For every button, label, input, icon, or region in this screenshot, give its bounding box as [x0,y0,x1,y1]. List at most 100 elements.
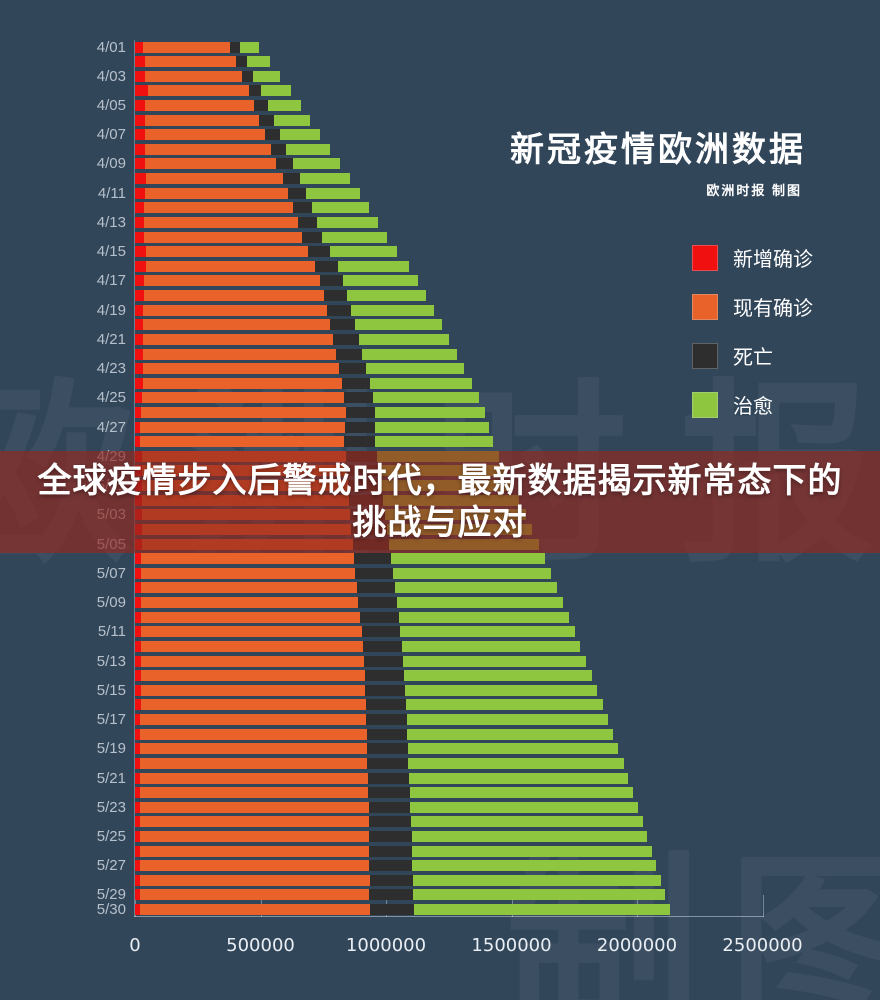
date-label: 4/21 [96,330,126,348]
segment-cured [372,392,479,404]
segment-active [144,99,254,111]
segment-new [135,377,143,389]
segment-cured [362,348,457,360]
segment-active [139,845,370,857]
segment-deaths [368,801,411,813]
segment-active [147,85,249,97]
segment-new [135,860,140,872]
segment-active [142,363,340,375]
segment-deaths [230,41,241,53]
segment-deaths [367,772,410,784]
bar-row [135,85,291,97]
segment-deaths [369,830,412,842]
segment-cured [406,714,608,726]
segment-active [141,553,354,565]
segment-new [135,889,140,901]
bar-row [135,260,409,272]
segment-deaths [259,114,274,126]
legend-label-active: 现有确诊 [733,298,813,320]
segment-cured [413,889,666,901]
segment-new [135,699,141,711]
segment-cured [375,407,485,418]
segment-new [135,553,142,565]
bar-row [135,158,340,170]
segment-deaths [353,553,391,565]
segment-new [135,56,146,68]
legend: 新增确诊 现有确诊 死亡 治愈 [692,243,813,439]
segment-new [135,670,141,682]
segment-active [143,41,231,53]
segment-active [139,860,370,872]
segment-deaths [302,231,323,243]
legend-item-new: 新增确诊 [692,243,813,272]
legend-swatch-new [692,244,718,271]
segment-active [144,129,265,141]
segment-deaths [236,56,247,68]
segment-new [135,757,141,769]
bar-row [135,436,493,448]
segment-deaths [248,85,262,97]
bar-row [135,874,661,886]
date-label: 4/11 [97,184,126,202]
segment-deaths [341,377,370,389]
bar-row [135,319,442,331]
segment-cured [347,290,427,302]
segment-cured [411,845,652,857]
segment-deaths [276,158,293,170]
segment-new [135,830,140,842]
segment-active [143,231,303,243]
bar-row [135,670,592,682]
date-label: 4/09 [96,155,126,173]
x-tick-label: 2000000 [596,935,678,956]
segment-cured [299,173,351,185]
date-label: 5/29 [96,886,126,904]
segment-new [135,684,141,696]
bar-row [135,56,270,68]
segment-new [135,85,148,97]
segment-active [144,275,320,287]
segment-deaths [364,655,404,667]
bar-row [135,333,450,345]
segment-new [135,714,141,726]
segment-cured [411,830,648,842]
segment-deaths [336,348,363,360]
bar-row [135,582,557,594]
segment-deaths [330,319,356,331]
date-label: 4/15 [96,243,126,261]
segment-deaths [315,260,338,272]
segment-cured [407,743,619,755]
legend-item-active: 现有确诊 [692,292,813,321]
bar-row [135,816,643,828]
bar-row [135,70,280,82]
segment-new [135,743,141,755]
segment-active [145,246,309,258]
segment-active [140,421,346,433]
segment-active [140,743,368,755]
segment-cured [413,904,670,916]
headline-line1: 全球疫情步入后警戒时代，最新数据揭示新常态下的 [37,462,843,500]
segment-cured [392,567,551,579]
segment-new [135,597,142,609]
segment-deaths [356,582,395,594]
segment-cured [305,187,360,199]
bar-row [135,41,260,53]
bar-row [135,114,311,126]
segment-deaths [264,129,280,141]
segment-new [135,582,142,594]
segment-new [135,319,143,331]
segment-active [140,626,362,638]
bar-row [135,714,608,726]
segment-deaths [368,787,410,799]
segment-active [141,407,347,418]
segment-active [142,319,330,331]
segment-cured [409,772,629,784]
segment-active [142,333,334,345]
bar-row [135,231,387,243]
date-label: 5/17 [96,711,126,729]
segment-deaths [282,173,300,185]
date-label: 5/13 [96,652,126,670]
segment-cured [358,333,450,345]
bar-row [135,860,657,872]
segment-new [135,640,141,652]
